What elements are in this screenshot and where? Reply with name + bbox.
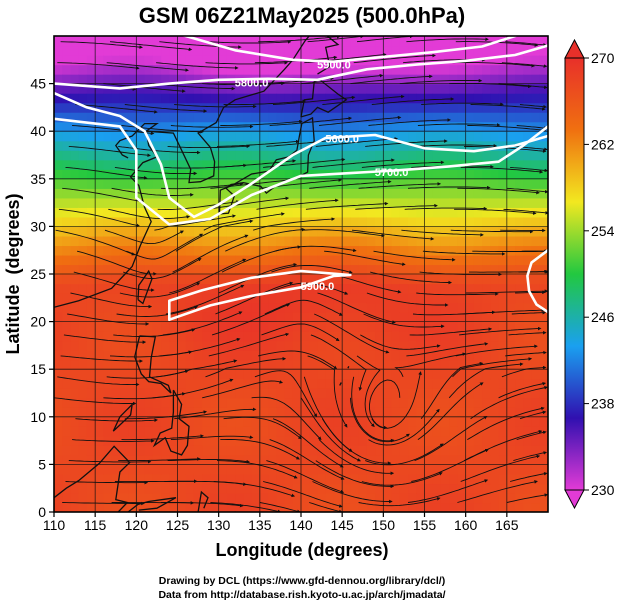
colorbar-body [564,57,585,491]
y-tick-label: 25 [30,266,46,282]
height-contour-label: 5600.0 [325,134,359,146]
y-tick-label: 30 [30,218,46,234]
x-tick-label: 120 [125,517,149,533]
y-tick-label: 40 [30,123,46,139]
map-plot-area: 5600.0 5700.0 5800.0 5900.0 5900.0 [54,36,548,512]
height-contour-label: 5900.0 [301,281,335,293]
height-contour-label: 5800.0 [235,77,269,89]
colorbar-ticks: 230 238 246 254 262 270 [584,50,615,498]
colorbar: 230 238 246 254 262 270 [564,38,615,510]
height-contour-label: 5900.0 [317,59,351,71]
x-axis-label: Longitude (degrees) [215,540,388,560]
colorbar-tick-label: 246 [591,309,615,325]
y-tick-label: 45 [30,76,46,92]
height-contour-line [526,248,548,314]
x-tick-label: 165 [495,517,519,533]
colorbar-max-arrow [564,38,585,59]
x-tick-label: 115 [84,517,107,533]
wind-streamlines [54,36,548,512]
height-contour-line [54,91,548,219]
colorbar-tick-label: 238 [591,396,615,412]
colorbar-tick-label: 262 [591,136,615,152]
credit-data-source: Data from http://database.rish.kyoto-u.a… [158,589,445,601]
y-tick-label: 35 [30,171,46,187]
y-axis-label: Latitude (degrees) [3,193,23,354]
height-contour-line [54,44,548,90]
y-tick-label: 5 [38,456,46,472]
x-tick-label: 130 [207,517,231,533]
x-tick-label: 150 [372,517,396,533]
credit-dcl: Drawing by DCL (https://www.gfd-dennou.o… [159,575,445,587]
y-tick-label: 20 [30,314,46,330]
x-tick-label: 160 [454,517,478,533]
height-contour-label: 5700.0 [375,167,409,179]
map-title: GSM 06Z21May2025 (500.0hPa) [139,3,466,28]
x-tick-label: 110 [43,517,66,533]
y-tick-label: 10 [30,409,46,425]
height-contours: 5600.0 5700.0 5800.0 5900.0 5900.0 [54,36,548,321]
y-tick-label: 15 [30,361,46,377]
x-tick-label: 145 [330,517,354,533]
x-tick-label: 140 [289,517,313,533]
colorbar-tick-label: 254 [591,223,615,239]
map-grid [54,36,548,512]
y-axis-ticks: 0 5 10 15 20 25 30 35 40 45 [30,76,54,520]
y-tick-label: 0 [38,504,46,520]
x-tick-label: 125 [166,517,190,533]
height-contour-line [54,117,548,226]
colorbar-tick-label: 230 [591,482,615,498]
height-contour-line [181,36,518,63]
x-tick-label: 135 [248,517,272,533]
x-axis-ticks: 110 115 120 125 130 135 140 145 150 155 160 165 [43,512,519,533]
height-contour-line [168,269,352,321]
colorbar-tick-label: 270 [591,50,615,66]
colorbar-min-arrow [564,489,585,510]
x-tick-label: 155 [413,517,437,533]
